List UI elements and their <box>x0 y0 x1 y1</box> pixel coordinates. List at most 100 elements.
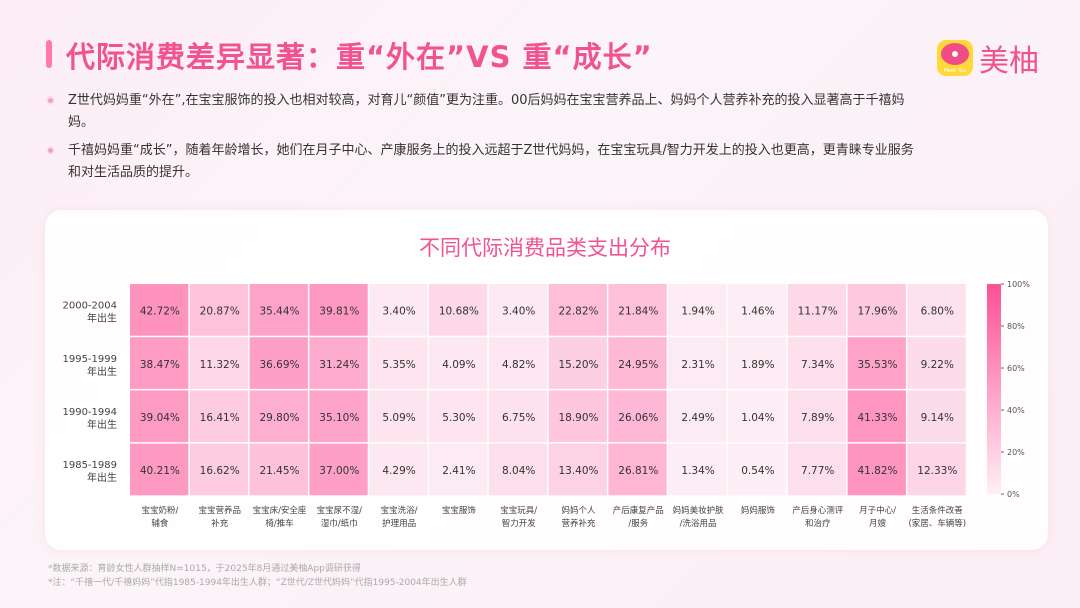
cell-label: 37.00% <box>319 465 359 477</box>
row-label: 1985-1989 <box>62 460 117 471</box>
row-label: 年出生 <box>87 418 117 431</box>
heatmap-cell <box>728 443 787 496</box>
cell-label: 16.62% <box>200 465 240 477</box>
cell-label: 1.34% <box>681 465 714 477</box>
column-label: /洗浴用品 <box>680 518 717 529</box>
bullet-list: Z世代妈妈重“外在”,在宝宝服饰的投入也相对较高，对育儿“颜值”更为注重。00后… <box>46 90 926 190</box>
cell-label: 7.34% <box>801 359 834 371</box>
cell-label: 22.82% <box>558 306 598 318</box>
heatmap-cell <box>787 390 847 443</box>
cell-label: 1.04% <box>741 412 774 424</box>
heatmap-cell <box>249 337 308 389</box>
cell-label: 9.14% <box>921 412 954 424</box>
cell-label: 1.94% <box>681 306 714 318</box>
cell-label: 26.06% <box>618 412 658 424</box>
colorbar-tick-label: 60% <box>1007 364 1025 373</box>
column-label: /服务 <box>628 518 648 529</box>
column-label: 宝宝奶粉/ <box>141 505 178 516</box>
heatmap-cell <box>309 337 368 389</box>
cell-label: 2.41% <box>442 465 475 477</box>
heatmap-cell <box>907 443 966 496</box>
heatmap-cell <box>369 390 428 443</box>
row-label: 年出生 <box>87 471 117 484</box>
heatmap-cell <box>189 284 249 336</box>
heatmap-cell <box>369 284 428 336</box>
heatmap-cell <box>608 390 667 443</box>
heatmap-cell <box>668 337 727 389</box>
cell-label: 18.90% <box>558 412 598 424</box>
heatmap-cell <box>249 390 308 443</box>
colorbar-tick-label: 40% <box>1007 406 1025 415</box>
row-label: 1990-1994 <box>62 407 117 418</box>
heatmap-cell <box>249 284 308 336</box>
heatmap-cell <box>548 390 607 443</box>
cell-label: 29.80% <box>259 412 299 424</box>
heatmap-cell <box>488 443 548 496</box>
cell-label: 39.81% <box>319 306 359 318</box>
cell-label: 5.09% <box>382 412 415 424</box>
cell-label: 36.69% <box>259 359 299 371</box>
cell-label: 3.40% <box>382 306 415 318</box>
title-accent <box>46 40 52 68</box>
cell-label: 35.44% <box>259 306 299 318</box>
cell-label: 16.41% <box>200 412 240 424</box>
heatmap-cell <box>369 337 428 389</box>
heatmap-cell <box>130 390 189 443</box>
cell-label: 11.32% <box>200 359 240 371</box>
heatmap-cell <box>787 337 847 389</box>
cell-label: 38.47% <box>140 359 180 371</box>
logo: Meet You 美柚 <box>937 36 1039 80</box>
column-label: 宝宝服饰 <box>442 505 477 516</box>
heatmap-cell <box>488 337 548 389</box>
cell-label: 21.84% <box>618 306 658 318</box>
heatmap-cell <box>309 284 368 336</box>
heatmap-cell <box>787 284 847 336</box>
heatmap-cell <box>189 390 249 443</box>
column-label: 辅食 <box>151 518 169 529</box>
cell-label: 41.33% <box>857 412 897 424</box>
heatmap-cell <box>907 390 966 443</box>
heatmap-cell <box>548 443 607 496</box>
heatmap-cell <box>369 443 428 496</box>
cell-label: 6.80% <box>921 306 954 318</box>
colorbar-tick-label: 0% <box>1007 490 1020 499</box>
cell-label: 2.31% <box>681 359 714 371</box>
colorbar-tick-label: 100% <box>1007 280 1030 289</box>
cell-label: 3.40% <box>502 306 535 318</box>
row-label: 年出生 <box>87 312 117 325</box>
cell-label: 5.30% <box>442 412 475 424</box>
column-label: 营养补充 <box>561 518 596 529</box>
heatmap-cell <box>608 284 667 336</box>
bullet-item: Z世代妈妈重“外在”,在宝宝服饰的投入也相对较高，对育儿“颜值”更为注重。00后… <box>46 90 926 134</box>
heatmap-cell <box>189 443 249 496</box>
column-label: 椅/推车 <box>265 518 293 529</box>
column-label: 宝宝营养品 <box>198 505 241 516</box>
cell-label: 7.77% <box>801 465 834 477</box>
chart-title: 不同代际消费品类支出分布 <box>419 236 671 260</box>
column-label: 生活条件改善 <box>912 505 964 516</box>
heatmap-cell <box>847 443 906 496</box>
heatmap-cell <box>728 390 787 443</box>
cell-label: 41.82% <box>857 465 897 477</box>
cell-label: 40.21% <box>140 465 180 477</box>
bullet-item: 千禧妈妈重“成长”，随着年龄增长，她们在月子中心、产康服务上的投入远超于Z世代妈… <box>46 140 926 184</box>
heatmap-cell <box>668 443 727 496</box>
column-label: 智力开发 <box>502 518 537 529</box>
heatmap-cell <box>728 337 787 389</box>
heatmap-cell <box>847 390 906 443</box>
cell-label: 7.89% <box>801 412 834 424</box>
heatmap-cell <box>130 284 189 336</box>
heatmap-cell <box>847 284 906 336</box>
cell-label: 12.33% <box>917 465 957 477</box>
heatmap-cell <box>847 337 906 389</box>
cell-label: 31.24% <box>319 359 359 371</box>
heatmap-cell <box>429 390 488 443</box>
cell-label: 6.75% <box>502 412 535 424</box>
heatmap-cell <box>608 337 667 389</box>
cell-label: 4.29% <box>382 465 415 477</box>
heatmap-cell <box>548 284 607 336</box>
cell-label: 39.04% <box>140 412 180 424</box>
cell-label: 24.95% <box>618 359 658 371</box>
grapefruit-logo-icon: Meet You <box>937 40 973 76</box>
